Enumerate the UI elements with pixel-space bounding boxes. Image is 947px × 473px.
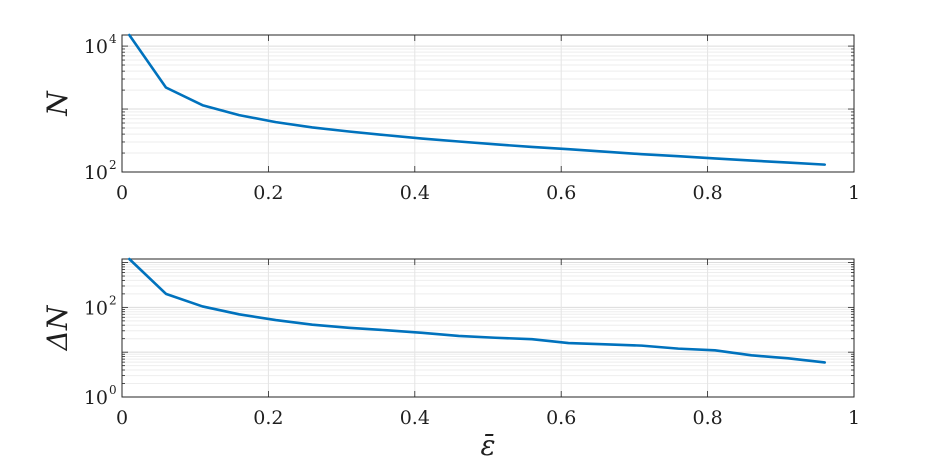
x-tick-label: 0.6 [546, 182, 576, 204]
y-tick-label: 10 [84, 297, 108, 319]
x-tick-label: 0 [116, 182, 128, 204]
x-tick-label: 0.8 [692, 407, 722, 429]
x-tick-label: 0.2 [253, 182, 283, 204]
y-tick-exponent: 2 [109, 158, 117, 172]
y-tick-label: 10 [84, 36, 108, 58]
x-tick-label: 0 [116, 407, 128, 429]
series-line [128, 33, 827, 166]
x-tick-label: 0.4 [400, 407, 430, 429]
y-tick-label: 10 [84, 387, 108, 409]
x-tick-label: 1 [848, 182, 860, 204]
axes-box [121, 258, 855, 398]
y-axis-label: N [41, 90, 74, 117]
x-tick-label: 1 [848, 407, 860, 429]
y-axis-label: ΔN [41, 304, 74, 351]
y-tick-exponent: 0 [109, 383, 117, 397]
y-tick-label: 10 [84, 162, 108, 184]
x-tick-label: 0.2 [253, 407, 283, 429]
top-panel: 0 0.2 0.4 0.6 0.8 110 210 4N [41, 32, 860, 204]
y-tick-exponent: 4 [109, 32, 117, 46]
series-line [128, 257, 827, 364]
axes-box [121, 34, 855, 173]
y-tick-exponent: 2 [109, 293, 117, 307]
x-tick-label: 0.6 [546, 407, 576, 429]
x-tick-label: 0.4 [400, 182, 430, 204]
x-axis-label: ε̄ [480, 429, 495, 462]
x-tick-label: 0.8 [692, 182, 722, 204]
